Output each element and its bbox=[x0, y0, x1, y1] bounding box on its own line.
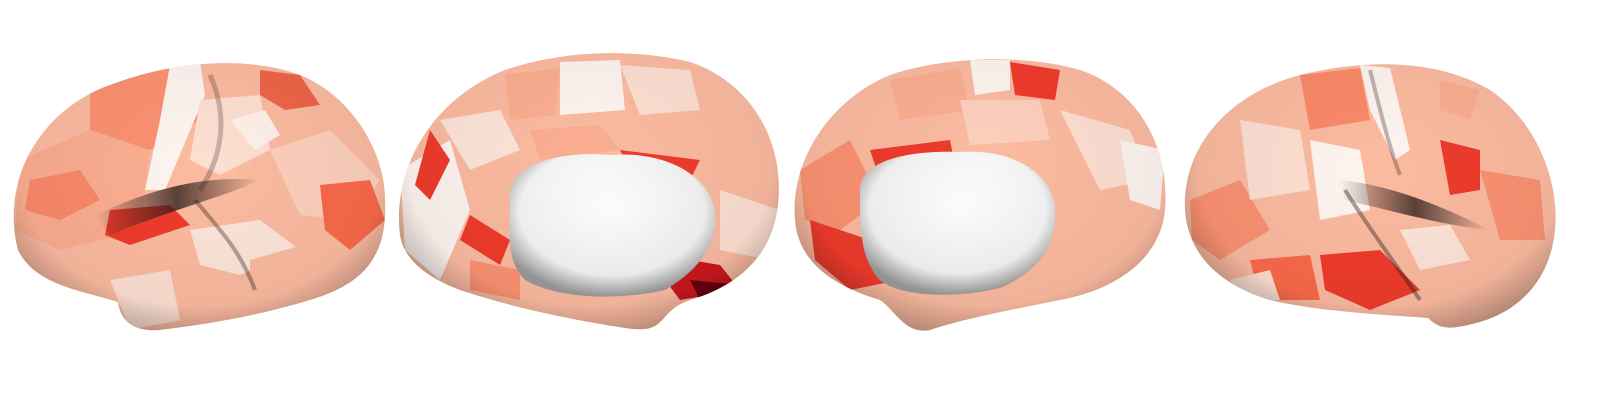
left-hemisphere-medial-view bbox=[398, 53, 779, 330]
left-hemisphere-lateral-view bbox=[13, 63, 386, 331]
right-hemisphere-medial-view bbox=[794, 59, 1166, 331]
right-hemisphere-lateral-view bbox=[1184, 64, 1556, 328]
